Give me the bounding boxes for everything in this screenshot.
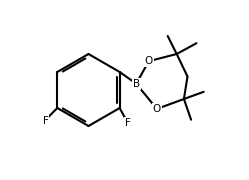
Text: F: F — [43, 116, 49, 126]
Text: O: O — [153, 104, 161, 114]
Text: B: B — [133, 79, 140, 89]
Text: O: O — [145, 56, 153, 66]
Text: F: F — [125, 118, 131, 128]
